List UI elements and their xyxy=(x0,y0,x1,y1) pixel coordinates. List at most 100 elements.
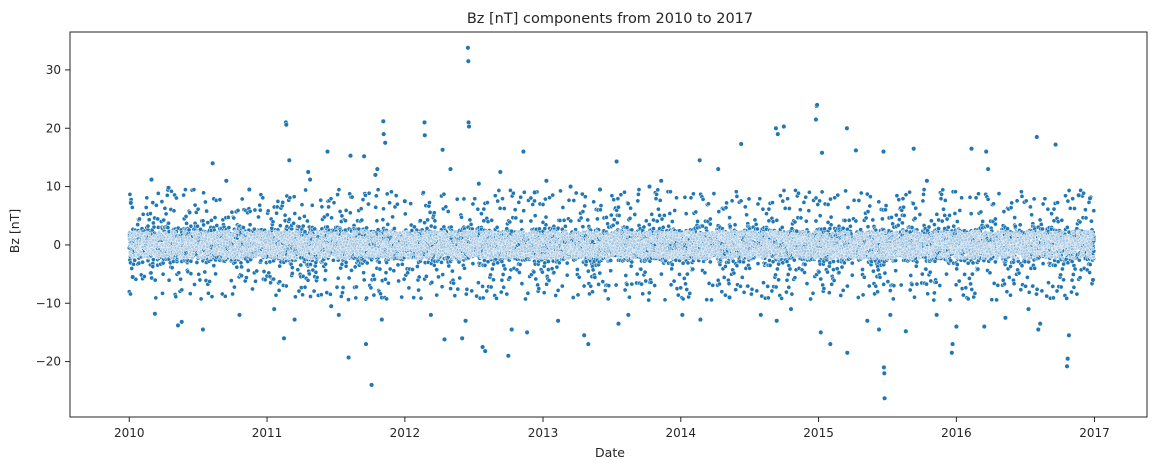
data-point xyxy=(323,261,328,267)
data-point xyxy=(142,274,147,279)
data-point xyxy=(431,262,437,268)
data-point xyxy=(225,215,231,220)
data-point xyxy=(131,261,136,267)
data-point xyxy=(347,210,353,216)
data-point xyxy=(372,277,377,282)
data-point xyxy=(174,195,179,201)
data-point xyxy=(406,285,412,291)
data-point xyxy=(402,211,408,217)
data-point xyxy=(646,297,652,303)
data-point xyxy=(399,261,405,267)
data-point xyxy=(576,274,582,280)
data-point xyxy=(472,196,478,202)
data-point xyxy=(553,293,559,298)
data-point xyxy=(564,260,570,266)
data-point xyxy=(441,191,447,197)
data-point xyxy=(451,280,456,286)
data-point xyxy=(270,219,276,225)
data-point xyxy=(517,270,522,275)
data-point xyxy=(482,263,488,268)
data-point xyxy=(196,271,202,277)
data-point xyxy=(291,194,297,200)
data-point xyxy=(228,278,234,283)
data-point xyxy=(291,220,296,226)
data-point xyxy=(298,262,304,268)
data-point xyxy=(540,269,545,275)
data-point xyxy=(536,286,542,291)
data-point xyxy=(140,211,146,217)
data-point xyxy=(440,272,446,277)
data-point xyxy=(541,290,547,296)
data-point xyxy=(200,218,206,224)
data-point xyxy=(260,195,266,201)
data-point xyxy=(532,213,538,219)
data-point xyxy=(203,199,208,205)
data-point xyxy=(166,277,172,283)
data-point xyxy=(231,215,237,221)
data-point xyxy=(257,207,263,213)
data-point xyxy=(546,259,551,264)
data-point xyxy=(560,205,566,210)
data-point xyxy=(464,286,470,292)
data-point xyxy=(628,263,634,269)
data-point xyxy=(247,222,253,228)
data-point xyxy=(666,223,671,229)
data-point xyxy=(300,223,306,229)
data-point xyxy=(544,281,549,287)
data-point xyxy=(588,283,594,289)
data-point xyxy=(154,202,159,208)
data-point xyxy=(137,216,142,222)
data-point xyxy=(488,284,494,290)
data-point xyxy=(319,204,325,210)
data-point xyxy=(293,294,298,300)
data-point xyxy=(160,271,166,277)
data-point xyxy=(159,199,165,204)
data-point xyxy=(229,209,235,215)
data-point xyxy=(361,277,367,283)
data-point xyxy=(528,195,534,201)
data-point xyxy=(302,284,308,290)
data-point xyxy=(432,218,438,224)
data-point xyxy=(375,187,381,193)
data-point xyxy=(432,224,438,230)
data-point xyxy=(370,272,376,278)
data-point xyxy=(459,214,464,220)
data-point xyxy=(613,282,619,288)
data-point xyxy=(608,268,614,274)
data-point xyxy=(392,226,397,231)
data-point xyxy=(518,194,524,200)
data-point xyxy=(495,198,501,204)
data-point xyxy=(195,206,201,212)
data-point xyxy=(289,265,295,270)
data-point xyxy=(582,203,588,209)
data-point xyxy=(521,189,527,195)
data-point xyxy=(484,288,490,294)
data-point xyxy=(257,202,263,208)
data-point xyxy=(519,281,525,286)
data-point xyxy=(309,202,315,208)
data-point xyxy=(549,266,555,272)
data-point xyxy=(287,195,293,201)
data-point xyxy=(335,192,340,197)
data-point xyxy=(143,205,149,210)
data-point xyxy=(498,289,504,295)
data-point xyxy=(429,280,435,285)
data-point xyxy=(434,292,440,298)
data-point xyxy=(335,275,341,281)
data-point xyxy=(305,218,310,224)
data-point xyxy=(575,267,580,272)
data-point xyxy=(303,187,308,193)
data-point xyxy=(501,206,507,211)
data-point xyxy=(489,266,495,272)
data-point xyxy=(209,218,214,223)
data-point xyxy=(201,222,206,228)
data-point xyxy=(292,211,298,216)
data-point xyxy=(504,291,510,297)
data-point xyxy=(239,264,244,270)
data-point xyxy=(265,208,271,214)
data-point xyxy=(443,204,449,210)
data-point xyxy=(155,191,161,196)
data-point xyxy=(149,275,154,281)
data-point xyxy=(476,280,481,286)
data-point xyxy=(160,291,165,296)
